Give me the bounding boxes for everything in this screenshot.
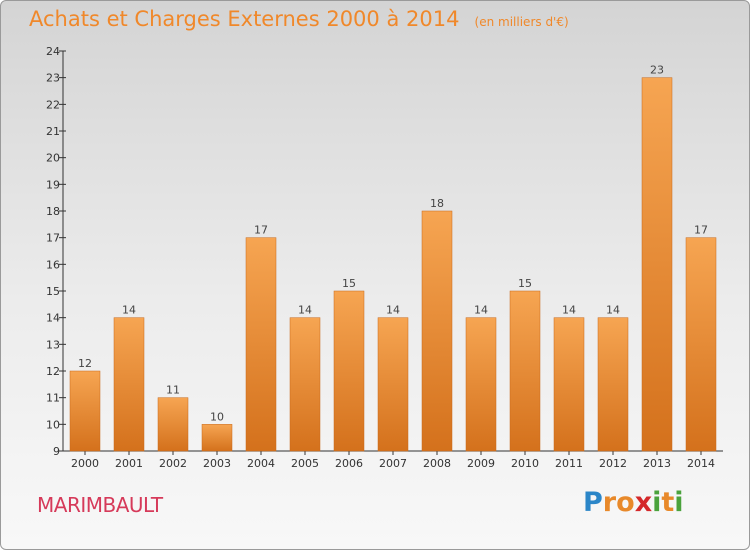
bar-2011 bbox=[553, 317, 585, 452]
bar-value-label: 14 bbox=[386, 304, 400, 317]
chart-title-main: Achats et Charges Externes 2000 à 2014 bbox=[29, 7, 460, 31]
y-tick-label: 16 bbox=[46, 258, 60, 271]
y-tick-label: 22 bbox=[46, 98, 60, 111]
y-tick-label: 9 bbox=[53, 445, 60, 458]
y-tick-label: 12 bbox=[46, 365, 60, 378]
bar-2008 bbox=[421, 210, 453, 452]
chart-title-unit: (en milliers d'€) bbox=[474, 15, 569, 29]
bar-value-label: 17 bbox=[254, 224, 268, 237]
y-tick-label: 21 bbox=[46, 125, 60, 138]
proxiti-logo: Proxiti bbox=[583, 487, 684, 518]
logo-letter: x bbox=[634, 487, 653, 518]
x-tick-label: 2012 bbox=[599, 457, 627, 470]
x-tick-label: 2003 bbox=[203, 457, 231, 470]
x-tick-label: 2000 bbox=[71, 457, 99, 470]
y-tick-label: 13 bbox=[46, 338, 60, 351]
bar-value-label: 12 bbox=[78, 357, 92, 370]
bar-value-label: 18 bbox=[430, 197, 444, 210]
y-tick-label: 14 bbox=[46, 312, 60, 325]
bar-2012 bbox=[597, 317, 629, 452]
x-tick-label: 2006 bbox=[335, 457, 363, 470]
x-tick-label: 2007 bbox=[379, 457, 407, 470]
x-tick-label: 2013 bbox=[643, 457, 671, 470]
x-tick-label: 2011 bbox=[555, 457, 583, 470]
y-axis: 9 10 11 12 13 14 15 16 17 18 19 20 21 22 23 24 bbox=[46, 45, 66, 458]
bar-2003 bbox=[201, 424, 233, 452]
y-tick-label: 10 bbox=[46, 418, 60, 431]
y-tick-label: 19 bbox=[46, 178, 60, 191]
bar-value-label: 14 bbox=[298, 304, 312, 317]
bar-value-label: 14 bbox=[122, 304, 136, 317]
bar-2014 bbox=[685, 237, 717, 452]
logo-letter: t bbox=[661, 487, 675, 518]
bar-2002 bbox=[157, 397, 189, 452]
x-tick-label: 2005 bbox=[291, 457, 319, 470]
x-tick-label: 2001 bbox=[115, 457, 143, 470]
y-tick-label: 18 bbox=[46, 205, 60, 218]
x-tick-label: 2010 bbox=[511, 457, 539, 470]
x-tick-label: 2004 bbox=[247, 457, 275, 470]
x-axis: 2000 2001 2002 2003 2004 2005 2006 2007 2008 2009… bbox=[63, 450, 723, 470]
bar-value-label: 14 bbox=[562, 304, 576, 317]
commune-name: MARIMBAULT bbox=[37, 493, 163, 517]
bar-value-label: 14 bbox=[474, 304, 488, 317]
bar-2000 bbox=[69, 370, 101, 452]
bar-2013 bbox=[641, 77, 673, 452]
bar-value-label: 10 bbox=[210, 410, 224, 423]
bar-value-label: 15 bbox=[342, 277, 356, 290]
logo-letter: o bbox=[616, 487, 635, 518]
logo-letter: P bbox=[583, 487, 603, 518]
logo-letter: i bbox=[652, 487, 662, 518]
bar-2006 bbox=[333, 290, 365, 452]
bars: 12 14 11 10 17 14 15 14 18 14 15 14 14 23 17 bbox=[69, 64, 717, 452]
y-tick-label: 17 bbox=[46, 232, 60, 245]
x-tick-label: 2014 bbox=[687, 457, 715, 470]
bar-2005 bbox=[289, 317, 321, 452]
bar-2010 bbox=[509, 290, 541, 452]
x-tick-label: 2009 bbox=[467, 457, 495, 470]
y-tick-label: 20 bbox=[46, 152, 60, 165]
logo-letter: r bbox=[602, 487, 617, 518]
y-tick-label: 15 bbox=[46, 285, 60, 298]
bar-2009 bbox=[465, 317, 497, 452]
bar-value-label: 17 bbox=[694, 224, 708, 237]
y-tick-label: 24 bbox=[46, 45, 60, 58]
x-tick-label: 2002 bbox=[159, 457, 187, 470]
bar-value-label: 23 bbox=[650, 64, 664, 77]
bar-2001 bbox=[113, 317, 145, 452]
y-tick-label: 11 bbox=[46, 392, 60, 405]
bar-value-label: 15 bbox=[518, 277, 532, 290]
chart-title: Achats et Charges Externes 2000 à 2014 (… bbox=[29, 7, 569, 31]
logo-letter: i bbox=[674, 487, 684, 518]
x-tick-label: 2008 bbox=[423, 457, 451, 470]
bar-2004 bbox=[245, 237, 277, 452]
bar-2007 bbox=[377, 317, 409, 452]
y-tick-label: 23 bbox=[46, 72, 60, 85]
bar-value-label: 11 bbox=[166, 384, 180, 397]
bar-value-label: 14 bbox=[606, 304, 620, 317]
